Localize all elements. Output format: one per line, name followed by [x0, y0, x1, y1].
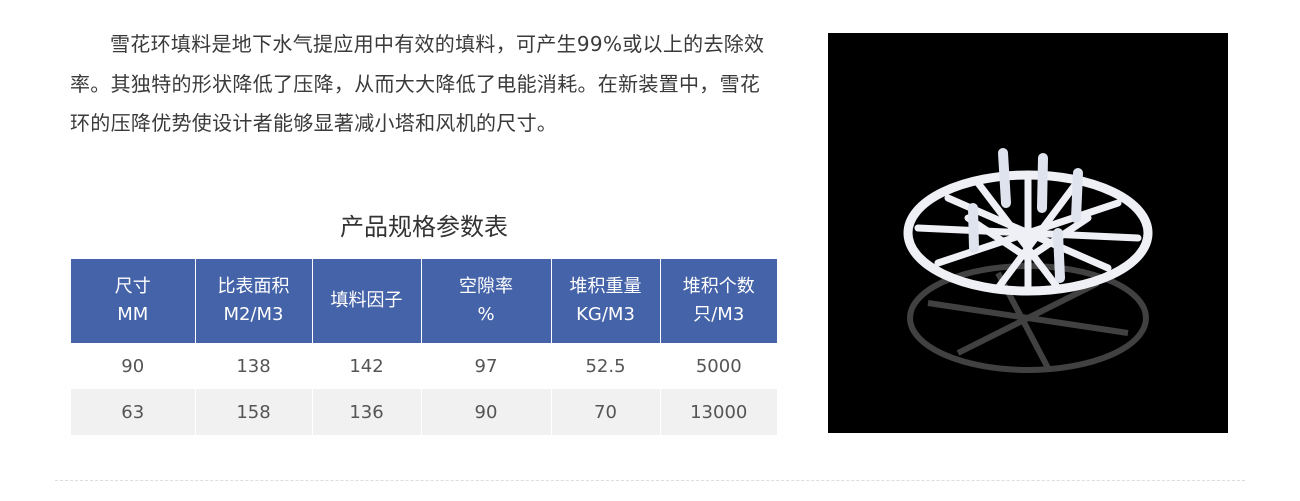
table-title: 产品规格参数表 — [340, 213, 508, 241]
table-cell: 158 — [194, 389, 312, 435]
table-cell: 97 — [420, 343, 551, 389]
header-surface-area: 比表面积 M2/M3 — [194, 259, 312, 343]
header-void-ratio: 空隙率% — [420, 259, 551, 343]
section-divider — [55, 480, 1245, 481]
table-cell: 142 — [311, 343, 421, 389]
header-label: 空隙率 — [459, 276, 513, 297]
header-bulk-weight: 堆积重量 KG/M3 — [550, 259, 660, 343]
table-cell: 138 — [194, 343, 312, 389]
table-cell: 63 — [71, 389, 195, 435]
table-cell: 90 — [121, 355, 145, 377]
table-cell: 13000 — [659, 389, 777, 435]
spec-table: 尺寸 MM 比表面积 M2/M3 填料因子 空隙率% 堆积重量 KG/M3 堆积个数只… — [71, 259, 777, 435]
header-label: 填料因子 — [330, 290, 403, 311]
table-cell: 136 — [311, 389, 421, 435]
header-unit: KG/M3 — [576, 304, 635, 325]
table-cell: 70 — [550, 389, 660, 435]
header-label: 比表面积 — [217, 276, 290, 297]
header-label: 堆积重量 — [569, 276, 642, 297]
header-packing-factor: 填料因子 — [311, 259, 421, 343]
product-description: 雪花环填料是地下水气提应用中有效的填料，可产生99%或以上的去除效率。其独特的形… — [70, 32, 765, 135]
table-header-row: 尺寸 MM 比表面积 M2/M3 填料因子 空隙率% 堆积重量 KG/M3 堆积个数只… — [71, 259, 777, 343]
header-label: 尺寸 — [114, 276, 151, 297]
header-size: 尺寸 MM — [71, 259, 195, 343]
header-bulk-count: 堆积个数只/M3 — [659, 259, 777, 343]
table-row: 90 138 142 97 52.5 5000 — [71, 343, 777, 389]
table-row: 63 158 136 90 70 13000 — [71, 389, 777, 435]
header-unit: MM — [117, 304, 149, 325]
table-cell: 5000 — [659, 343, 777, 389]
product-photo — [828, 33, 1228, 433]
header-unit: % — [477, 304, 495, 325]
table-cell: 52.5 — [550, 343, 660, 389]
header-unit: M2/M3 — [223, 304, 284, 325]
header-unit: 只/M3 — [693, 304, 745, 325]
header-label: 堆积个数 — [682, 276, 755, 297]
table-cell: 90 — [420, 389, 551, 435]
snowflake-ring-image — [903, 148, 1153, 373]
